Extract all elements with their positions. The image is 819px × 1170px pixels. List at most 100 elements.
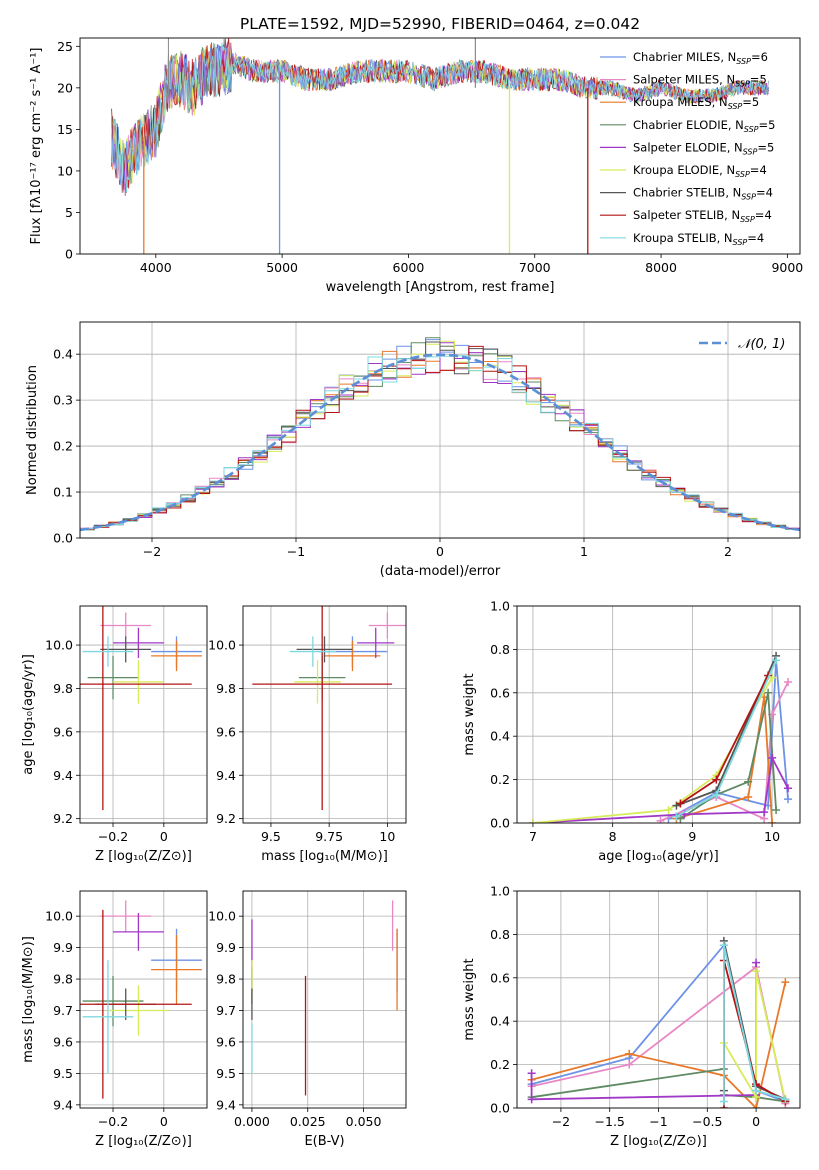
mass-weight-marker bbox=[752, 1086, 761, 1095]
mass-weight-marker bbox=[772, 805, 781, 814]
mass-weight-marker bbox=[625, 1060, 634, 1069]
x-tick-label: −2 bbox=[143, 544, 161, 559]
y-axis-label: Flux [fλ10⁻¹⁷ erg cm⁻² s⁻¹ A⁻¹] bbox=[29, 48, 44, 245]
y-tick-label: 0.1 bbox=[53, 485, 73, 500]
x-tick-label: −0.5 bbox=[692, 1114, 722, 1129]
x-tick-label: 0.025 bbox=[290, 1114, 326, 1129]
mass_vs_Z-frame bbox=[79, 890, 208, 1109]
y-tick-label: 9.4 bbox=[216, 1097, 236, 1112]
mass_vs_ebv-panel: 0.000 0.025 0.050 9.4 9.5 9.6 9.7 9.8 9.9 10.0 E(B… bbox=[208, 890, 407, 1149]
mass-weight-line bbox=[676, 655, 777, 807]
mass_vs_ebv-plot-area bbox=[251, 900, 398, 1096]
y-tick-label: 0.0 bbox=[53, 531, 73, 546]
y-tick-label: 9.6 bbox=[53, 724, 73, 739]
legend-label: 𝒩(0, 1) bbox=[738, 337, 785, 352]
weight_vs_Z-frame bbox=[516, 890, 801, 1109]
weight_vs_Z-plot-area bbox=[527, 936, 790, 1108]
mass-weight-marker bbox=[781, 1095, 790, 1104]
age_vs_Z-panel: −0.2 0 9.2 9.4 9.6 9.8 10.0 Z [log₁₀(Z/Z⊙)] age … bbox=[21, 605, 208, 864]
mass-weight-marker bbox=[752, 967, 761, 976]
mass-weight-marker bbox=[752, 1104, 761, 1108]
age_vs_mass-plot-area bbox=[252, 606, 406, 810]
y-axis-label: mass [log₁₀(M/M⊙)] bbox=[21, 936, 36, 1063]
y-tick-label: 9.8 bbox=[53, 972, 73, 987]
y-tick-label: 9.9 bbox=[53, 940, 73, 955]
mass-weight-line bbox=[679, 674, 769, 805]
y-tick-label: 9.8 bbox=[216, 972, 236, 987]
legend-nssp: 6 bbox=[761, 50, 768, 64]
legend-label: Salpeter STELIB, NSSP=4 bbox=[633, 208, 772, 224]
y-tick-label: 9.6 bbox=[53, 1034, 73, 1049]
residuals-plot-area bbox=[80, 337, 800, 538]
x-axis-label: (data-model)/error bbox=[380, 564, 501, 579]
x-tick-label: 7000 bbox=[519, 260, 551, 275]
legend-model-name: Salpeter ELODIE bbox=[633, 140, 727, 154]
y-tick-label: 25 bbox=[57, 39, 73, 54]
y-tick-label: 10 bbox=[57, 163, 73, 178]
x-axis-label: E(B-V) bbox=[304, 1134, 344, 1149]
mass-weight-marker bbox=[784, 784, 793, 793]
mass-weight-marker bbox=[528, 819, 537, 823]
y-tick-label: 0.4 bbox=[53, 347, 73, 362]
y-tick-label: 0.6 bbox=[490, 685, 510, 700]
figure-title: PLATE=1592, MJD=52990, FIBERID=0464, z=0… bbox=[240, 15, 640, 33]
weight_vs_Z-panel: −2 −1.5 −1 −0.5 0 0.0 0.2 0.4 0.6 0.8 1.0 Z [log₁₀(… bbox=[462, 884, 801, 1149]
y-tick-label: 9.7 bbox=[216, 1003, 236, 1018]
x-tick-label: −2 bbox=[552, 1114, 570, 1129]
spectrum-panel: 4000 5000 6000 7000 8000 9000 0 5 10 15 20 25 wavele… bbox=[29, 37, 803, 295]
x-tick-label: 10 bbox=[379, 829, 395, 844]
legend-model-name: Kroupa STELIB bbox=[633, 231, 717, 245]
x-tick-label: −0.2 bbox=[98, 1114, 128, 1129]
x-tick-label: −1 bbox=[649, 1114, 667, 1129]
weight_vs_age-plot-area bbox=[528, 651, 793, 823]
x-axis-label: wavelength [Angstrom, rest frame] bbox=[326, 280, 555, 295]
y-axis-label: age [log₁₀(age/yr)] bbox=[21, 654, 36, 775]
y-tick-label: 10.0 bbox=[208, 909, 236, 924]
mass-weight-marker bbox=[768, 753, 777, 762]
x-tick-label: 0 bbox=[752, 1114, 760, 1129]
mass-weight-marker bbox=[744, 777, 753, 786]
x-tick-label: 6000 bbox=[393, 260, 425, 275]
legend-nssp: 5 bbox=[768, 118, 775, 132]
mass-weight-marker bbox=[719, 1097, 728, 1106]
mass-weight-marker bbox=[752, 958, 761, 967]
legend-label: Chabrier MILES, NSSP=6 bbox=[633, 50, 768, 66]
x-tick-label: 0 bbox=[160, 1114, 168, 1129]
age_vs_mass-panel: 9.5 9.75 10 9.2 9.4 9.6 9.8 10.0 mass [log₁₀(M/M… bbox=[208, 605, 407, 864]
y-tick-label: 9.9 bbox=[216, 940, 236, 955]
mass-weight-marker bbox=[527, 1069, 536, 1078]
x-axis-label: Z [log₁₀(Z/Z⊙)] bbox=[610, 1134, 707, 1149]
mass-weight-marker bbox=[712, 775, 721, 784]
mass-weight-marker bbox=[784, 795, 793, 804]
y-tick-label: 0.6 bbox=[490, 970, 510, 985]
y-tick-label: 9.4 bbox=[216, 768, 236, 783]
y-tick-label: 9.5 bbox=[216, 1066, 236, 1081]
mass-weight-line bbox=[723, 945, 786, 1102]
y-tick-label: 0.4 bbox=[490, 1014, 510, 1029]
x-tick-label: 0 bbox=[160, 829, 168, 844]
y-tick-label: 9.5 bbox=[53, 1066, 73, 1081]
y-tick-label: 9.4 bbox=[53, 768, 73, 783]
mass-weight-marker bbox=[719, 941, 728, 950]
y-tick-label: 0 bbox=[65, 247, 73, 262]
y-tick-label: 10.0 bbox=[45, 909, 73, 924]
legend-nssp: 5 bbox=[767, 140, 774, 154]
legend-label: Salpeter ELODIE, NSSP=5 bbox=[633, 140, 774, 156]
y-tick-label: 9.4 bbox=[53, 1097, 73, 1112]
mass-weight-marker bbox=[527, 1095, 536, 1104]
y-tick-label: 0.8 bbox=[490, 642, 510, 657]
legend-label: Kroupa ELODIE, NSSP=4 bbox=[633, 163, 767, 179]
legend-label: Kroupa MILES, NSSP=5 bbox=[633, 95, 759, 111]
y-tick-label: 0.0 bbox=[490, 816, 510, 831]
y-tick-label: 9.8 bbox=[53, 681, 73, 696]
legend-label: Salpeter MILES, NSSP=5 bbox=[633, 73, 767, 89]
spectrum-frame bbox=[79, 37, 801, 255]
legend-model-name: Kroupa ELODIE bbox=[633, 163, 719, 177]
x-tick-label: 10 bbox=[764, 829, 780, 844]
residuals-frame bbox=[79, 321, 801, 539]
x-tick-label: 0.050 bbox=[346, 1114, 382, 1129]
mass-weight-marker bbox=[672, 812, 681, 821]
age_vs_mass-frame bbox=[242, 605, 407, 824]
x-tick-label: 2 bbox=[724, 544, 732, 559]
